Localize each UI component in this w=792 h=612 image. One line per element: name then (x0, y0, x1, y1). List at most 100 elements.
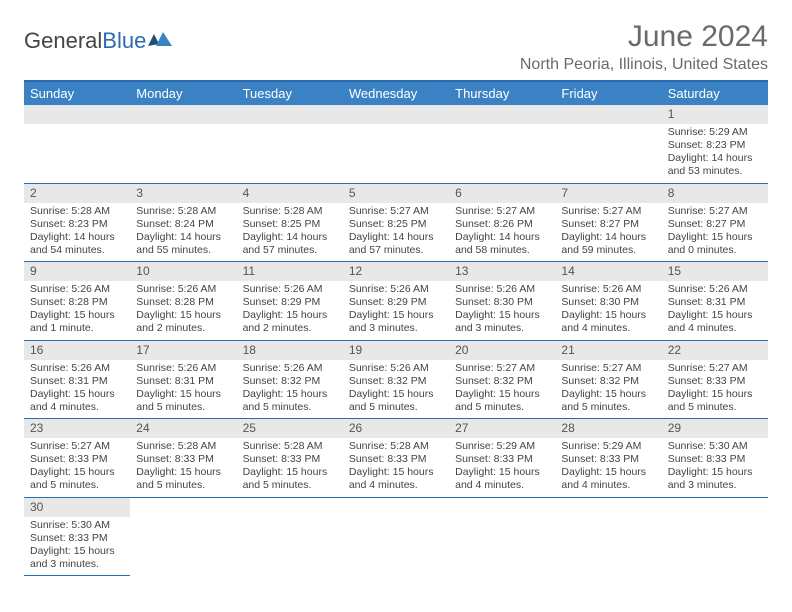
sunrise-line: Sunrise: 5:27 AM (668, 205, 762, 218)
day-info: Sunrise: 5:27 AMSunset: 8:27 PMDaylight:… (666, 205, 764, 258)
day-info: Sunrise: 5:29 AMSunset: 8:23 PMDaylight:… (666, 126, 764, 179)
day-number: 4 (237, 184, 343, 203)
day-number-empty (24, 105, 130, 124)
sunset-line: Sunset: 8:29 PM (349, 296, 443, 309)
sunset-line: Sunset: 8:32 PM (455, 375, 549, 388)
calendar-day: 30 Sunrise: 5:30 AMSunset: 8:33 PMDayligh… (24, 497, 130, 576)
sunset-line: Sunset: 8:33 PM (668, 453, 762, 466)
daylight-line: Daylight: 15 hours and 5 minutes. (455, 388, 549, 414)
sunrise-line: Sunrise: 5:26 AM (30, 283, 124, 296)
day-info: Sunrise: 5:26 AMSunset: 8:31 PMDaylight:… (666, 283, 764, 336)
daylight-line: Daylight: 15 hours and 5 minutes. (243, 388, 337, 414)
sunset-line: Sunset: 8:26 PM (455, 218, 549, 231)
sunset-line: Sunset: 8:23 PM (30, 218, 124, 231)
sunrise-line: Sunrise: 5:29 AM (455, 440, 549, 453)
sunrise-line: Sunrise: 5:27 AM (561, 205, 655, 218)
day-header: Sunday (24, 81, 130, 105)
sunrise-line: Sunrise: 5:26 AM (243, 283, 337, 296)
day-info: Sunrise: 5:26 AMSunset: 8:31 PMDaylight:… (28, 362, 126, 415)
day-number: 12 (343, 262, 449, 281)
calendar-body: 1Sunrise: 5:29 AMSunset: 8:23 PMDaylight… (24, 105, 768, 576)
day-info: Sunrise: 5:27 AMSunset: 8:26 PMDaylight:… (453, 205, 551, 258)
header: GeneralBlue June 2024 North Peoria, Illi… (24, 20, 768, 74)
sunrise-line: Sunrise: 5:30 AM (30, 519, 124, 532)
sunrise-line: Sunrise: 5:27 AM (455, 362, 549, 375)
day-number: 25 (237, 419, 343, 438)
daylight-line: Daylight: 15 hours and 5 minutes. (349, 388, 443, 414)
sunset-line: Sunset: 8:23 PM (668, 139, 762, 152)
day-info: Sunrise: 5:26 AMSunset: 8:32 PMDaylight:… (241, 362, 339, 415)
calendar-empty (343, 497, 449, 576)
calendar-day: 14 Sunrise: 5:26 AMSunset: 8:30 PMDayligh… (555, 262, 661, 341)
sunset-line: Sunset: 8:32 PM (349, 375, 443, 388)
calendar-day: 26Sunrise: 5:28 AMSunset: 8:33 PMDayligh… (343, 419, 449, 498)
day-number: 11 (237, 262, 343, 281)
calendar-empty (130, 105, 236, 183)
sunrise-line: Sunrise: 5:28 AM (30, 205, 124, 218)
logo-text-2: Blue (102, 28, 146, 54)
sunrise-line: Sunrise: 5:26 AM (30, 362, 124, 375)
calendar-day: 28Sunrise: 5:29 AMSunset: 8:33 PMDayligh… (555, 419, 661, 498)
calendar-empty (343, 105, 449, 183)
day-info: Sunrise: 5:30 AMSunset: 8:33 PMDaylight:… (28, 519, 126, 572)
sunset-line: Sunset: 8:24 PM (136, 218, 230, 231)
calendar-empty (662, 497, 768, 576)
daylight-line: Daylight: 14 hours and 58 minutes. (455, 231, 549, 257)
sunset-line: Sunset: 8:33 PM (349, 453, 443, 466)
sunset-line: Sunset: 8:27 PM (668, 218, 762, 231)
sunrise-line: Sunrise: 5:27 AM (561, 362, 655, 375)
sunrise-line: Sunrise: 5:29 AM (668, 126, 762, 139)
calendar-week: 30 Sunrise: 5:30 AMSunset: 8:33 PMDayligh… (24, 497, 768, 576)
calendar-day: 27Sunrise: 5:29 AMSunset: 8:33 PMDayligh… (449, 419, 555, 498)
day-number-empty (449, 105, 555, 124)
day-info: Sunrise: 5:26 AMSunset: 8:29 PMDaylight:… (347, 283, 445, 336)
day-number: 3 (130, 184, 236, 203)
day-number-empty (237, 105, 343, 124)
calendar-empty (237, 105, 343, 183)
day-number: 8 (662, 184, 768, 203)
calendar-day: 17Sunrise: 5:26 AMSunset: 8:31 PMDayligh… (130, 340, 236, 419)
calendar-day: 23Sunrise: 5:27 AMSunset: 8:33 PMDayligh… (24, 419, 130, 498)
daylight-line: Daylight: 15 hours and 4 minutes. (561, 466, 655, 492)
daylight-line: Daylight: 15 hours and 4 minutes. (668, 309, 762, 335)
daylight-line: Daylight: 15 hours and 5 minutes. (136, 466, 230, 492)
day-number: 6 (449, 184, 555, 203)
day-header: Friday (555, 81, 661, 105)
sunrise-line: Sunrise: 5:28 AM (349, 440, 443, 453)
calendar-empty (555, 105, 661, 183)
day-number: 22 (662, 341, 768, 360)
calendar-day: 13Sunrise: 5:26 AMSunset: 8:30 PMDayligh… (449, 262, 555, 341)
daylight-line: Daylight: 15 hours and 3 minutes. (455, 309, 549, 335)
sunrise-line: Sunrise: 5:26 AM (349, 283, 443, 296)
sunrise-line: Sunrise: 5:27 AM (668, 362, 762, 375)
sunset-line: Sunset: 8:29 PM (243, 296, 337, 309)
sunrise-line: Sunrise: 5:26 AM (136, 283, 230, 296)
sunset-line: Sunset: 8:31 PM (668, 296, 762, 309)
day-number: 19 (343, 341, 449, 360)
sunset-line: Sunset: 8:28 PM (30, 296, 124, 309)
day-info: Sunrise: 5:26 AMSunset: 8:30 PMDaylight:… (559, 283, 657, 336)
day-info: Sunrise: 5:28 AMSunset: 8:33 PMDaylight:… (347, 440, 445, 493)
sunset-line: Sunset: 8:30 PM (561, 296, 655, 309)
day-number: 15 (662, 262, 768, 281)
day-info: Sunrise: 5:30 AMSunset: 8:33 PMDaylight:… (666, 440, 764, 493)
sunset-line: Sunset: 8:30 PM (455, 296, 549, 309)
sunset-line: Sunset: 8:28 PM (136, 296, 230, 309)
day-number-empty (343, 105, 449, 124)
calendar-day: 21Sunrise: 5:27 AMSunset: 8:32 PMDayligh… (555, 340, 661, 419)
calendar-week: 2Sunrise: 5:28 AMSunset: 8:23 PMDaylight… (24, 183, 768, 262)
day-number: 14 (555, 262, 661, 281)
day-number: 29 (662, 419, 768, 438)
sunrise-line: Sunrise: 5:28 AM (136, 205, 230, 218)
calendar-week: 23Sunrise: 5:27 AMSunset: 8:33 PMDayligh… (24, 419, 768, 498)
day-number: 30 (24, 498, 130, 517)
calendar-day: 9Sunrise: 5:26 AMSunset: 8:28 PMDaylight… (24, 262, 130, 341)
day-info: Sunrise: 5:29 AMSunset: 8:33 PMDaylight:… (453, 440, 551, 493)
daylight-line: Daylight: 15 hours and 5 minutes. (561, 388, 655, 414)
day-number-empty (130, 105, 236, 124)
sunrise-line: Sunrise: 5:26 AM (561, 283, 655, 296)
calendar-empty (449, 497, 555, 576)
sunrise-line: Sunrise: 5:26 AM (349, 362, 443, 375)
calendar-day: 2Sunrise: 5:28 AMSunset: 8:23 PMDaylight… (24, 183, 130, 262)
sunset-line: Sunset: 8:32 PM (561, 375, 655, 388)
